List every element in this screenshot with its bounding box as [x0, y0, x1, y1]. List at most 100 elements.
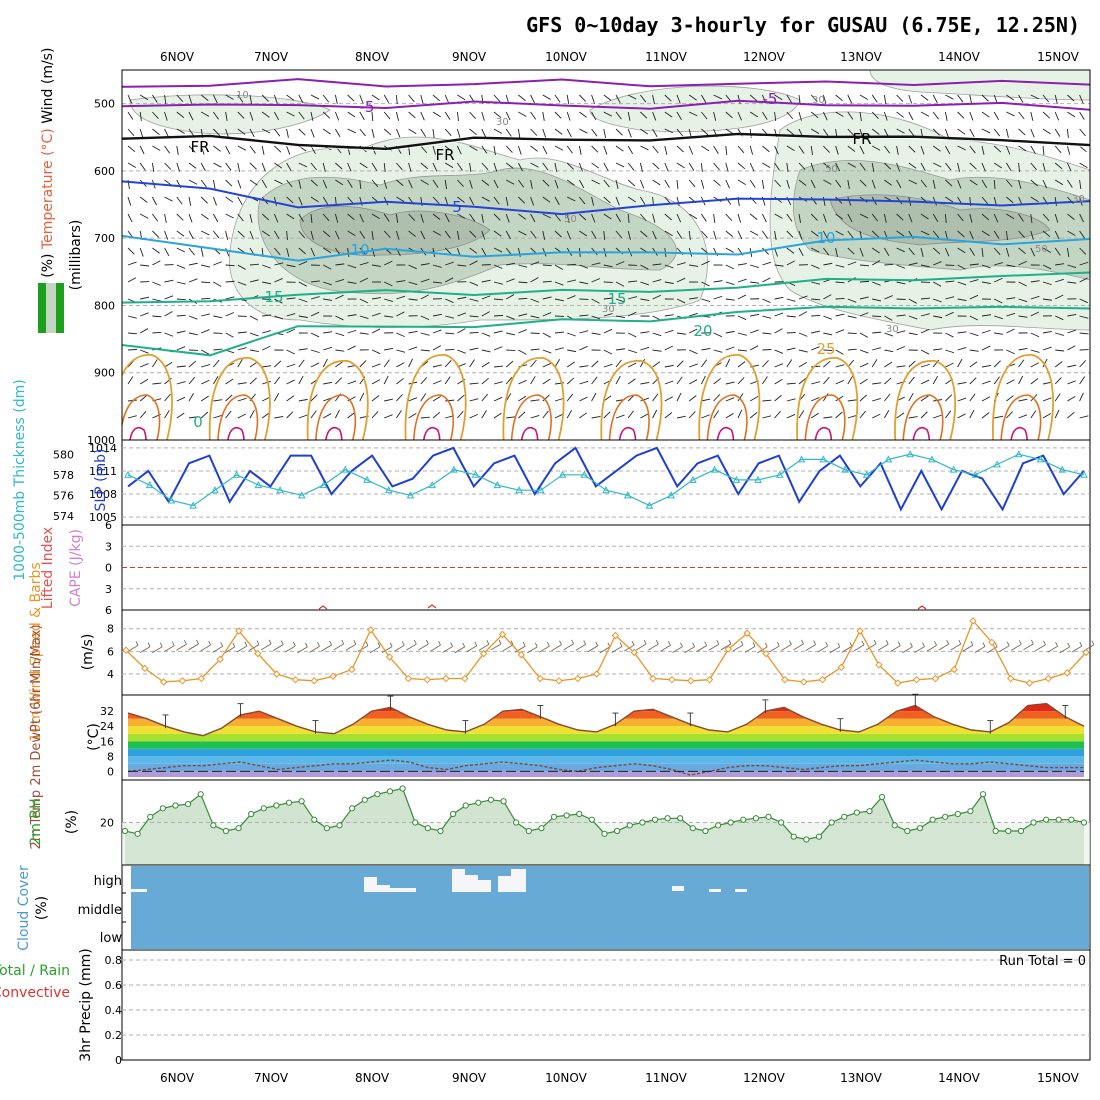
wind-barb — [652, 145, 659, 154]
wind-barb — [481, 393, 488, 402]
thickness-point — [363, 475, 371, 483]
wind-barb — [945, 162, 952, 171]
wind-barb — [237, 413, 247, 419]
wind-barb — [737, 179, 746, 186]
wind-barb — [884, 295, 893, 300]
wind-barb — [542, 196, 551, 203]
wind-barb — [396, 394, 403, 402]
wind-barb — [664, 412, 673, 419]
rh-point — [954, 810, 961, 818]
temp-contour-30 — [217, 394, 259, 440]
wind-barb — [213, 261, 222, 266]
isotherm-label: FR — [852, 130, 871, 148]
wind-barb — [1042, 230, 1051, 238]
wind-speed-point — [310, 677, 318, 685]
rh-point — [248, 810, 255, 818]
wind-10m-barb — [648, 643, 659, 651]
rh-point — [235, 825, 242, 832]
wind-barb — [944, 128, 949, 138]
wind-barb — [908, 247, 915, 256]
wind-10m-barb — [1011, 643, 1022, 651]
temp-contour-30 — [510, 394, 552, 440]
rh-point — [778, 819, 785, 826]
wind-barb — [822, 111, 828, 121]
wind-speed-point — [366, 626, 375, 634]
wind-barb — [371, 328, 381, 334]
wind-barb — [1079, 145, 1087, 153]
wind-barb — [249, 145, 256, 154]
wind-barb — [1054, 361, 1063, 368]
wind-barb — [932, 196, 937, 206]
wind-barb — [859, 179, 867, 187]
wind-speed-point — [818, 675, 827, 684]
wind-speed-point — [423, 675, 431, 684]
wind-barb — [652, 263, 662, 266]
wind-barb — [908, 162, 917, 169]
wind-barb — [322, 230, 331, 238]
wind-barb — [237, 145, 246, 151]
wind-barb — [969, 128, 975, 138]
wind-tick-label: 6 — [107, 645, 114, 658]
wind-barb — [823, 145, 830, 153]
wind-barb — [798, 332, 808, 337]
wind-barb — [420, 128, 427, 137]
precip-tick-label: 0.8 — [105, 954, 123, 967]
isotherm-line-fr-inner — [122, 135, 1090, 152]
wind-barb — [615, 359, 622, 368]
wind-10m-barb-flag — [534, 642, 538, 648]
wind-barb — [811, 281, 821, 285]
wind-barb — [591, 315, 601, 320]
wind-barb — [505, 179, 515, 185]
wind-barb — [749, 230, 759, 236]
isotherm-label: 15 — [264, 288, 283, 306]
wind-barb — [261, 145, 265, 155]
wind-barb — [1030, 179, 1038, 187]
wind-barb — [725, 413, 734, 419]
wind-barb — [1042, 281, 1052, 286]
wind-barb — [847, 162, 856, 168]
wind-barb — [1055, 349, 1065, 352]
wind-barb — [701, 347, 711, 351]
wind-barb — [542, 111, 545, 121]
wind-barb — [896, 264, 906, 269]
wind-barb — [896, 213, 904, 221]
wind-barb — [1067, 264, 1077, 269]
rh-2m-panel: 20 — [100, 779, 1091, 866]
wind-barb — [481, 128, 487, 138]
wind-barb — [664, 345, 674, 351]
wind-barb — [273, 213, 279, 223]
wind-barb — [627, 94, 637, 100]
wind-barb — [676, 332, 686, 335]
wind-barb — [810, 145, 813, 155]
wind-barb — [371, 379, 381, 385]
temp-contour-35 — [227, 426, 245, 440]
wind-barb — [700, 179, 705, 189]
wind-barb — [628, 296, 637, 300]
wind-barb — [689, 349, 698, 355]
wind-barb — [237, 111, 245, 119]
wind-barb — [811, 396, 820, 402]
wind-barb — [322, 94, 330, 103]
wind-barb — [627, 230, 631, 240]
wind-barb — [396, 410, 402, 419]
wind-barb — [420, 416, 430, 419]
wind-10m-barb-flag — [208, 640, 212, 646]
wind-barb — [603, 128, 607, 138]
wind-speed-point — [743, 629, 751, 637]
wind-barb — [932, 213, 939, 222]
wind-barb — [334, 94, 338, 104]
wind-barb — [457, 94, 466, 101]
wind-barb — [762, 230, 768, 239]
wind-barb — [627, 410, 634, 419]
wind-barb — [1030, 362, 1039, 368]
wind-speed-point — [781, 675, 789, 684]
wind-barb — [1018, 260, 1027, 266]
wind-barb — [1018, 145, 1027, 152]
temp-color-band — [128, 741, 1084, 749]
thickness-tick-label: 580 — [53, 448, 74, 461]
wind-barb — [493, 346, 503, 351]
wind-10m-barb-flag — [680, 642, 683, 647]
wind-10m-units: (m/s) — [80, 634, 96, 671]
rh-contour-label: 30 — [812, 95, 825, 106]
wind-barb — [1079, 360, 1087, 368]
